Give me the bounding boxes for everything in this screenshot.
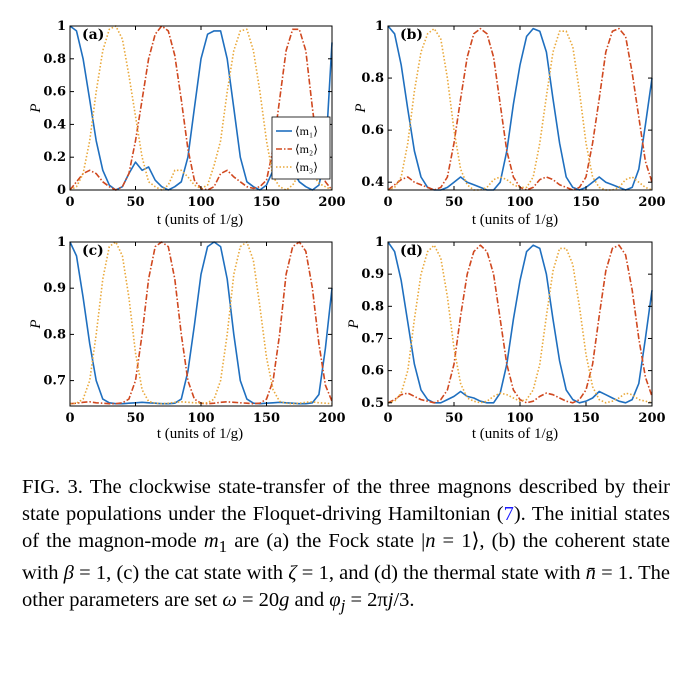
x-tick-label: 200 [638, 195, 665, 210]
y-tick-label: 0.8 [43, 327, 66, 342]
x-tick-label: 150 [253, 411, 280, 426]
y-axis-label: P [346, 319, 362, 329]
series-m2-line [387, 244, 653, 404]
y-axis-label: P [28, 103, 44, 113]
y-tick-label: 0.8 [361, 299, 384, 314]
x-tick-label: 50 [126, 411, 144, 426]
x-tick-label: 100 [187, 195, 214, 210]
y-tick-label: 1 [57, 19, 66, 34]
y-tick-label: 0.7 [43, 374, 66, 389]
series-m1-line [387, 25, 653, 191]
y-tick-label: 1 [375, 19, 384, 34]
panel-label: (b) [400, 27, 423, 43]
y-tick-label: 0.7 [361, 331, 384, 346]
y-tick-label: 0.2 [43, 150, 66, 165]
y-tick-label: 0.8 [43, 52, 66, 67]
equation-ref-link[interactable]: 7 [503, 503, 514, 525]
plot-frame [69, 241, 333, 407]
legend-box [271, 116, 331, 180]
y-tick-label: 1 [375, 235, 384, 250]
series-m2-line [387, 27, 653, 191]
legend-label-m3: ⟨m₃⟩ [295, 160, 318, 174]
figure-caption: FIG. 3. The clockwise state-transfer of … [22, 476, 671, 616]
series-m3-line [387, 244, 653, 404]
y-axis-label: P [28, 319, 44, 329]
y-tick-label: 0.4 [43, 117, 66, 132]
panel-label: (a) [82, 27, 104, 43]
x-tick-label: 100 [187, 411, 214, 426]
x-tick-label: 200 [318, 195, 345, 210]
x-tick-label: 200 [638, 411, 665, 426]
panel-a: 0 50 100 150 200 0 0.2 0.4 0.6 0.8 1 (a) t (units of… [28, 19, 346, 228]
panel-c: 0 50 100 150 200 0.7 0.8 0.9 1 (c) t (units of 1/g… [28, 235, 346, 442]
x-tick-label: 150 [253, 195, 280, 210]
x-tick-label: 50 [445, 411, 463, 426]
y-tick-label: 0.6 [43, 85, 66, 100]
y-axis-label: P [353, 103, 369, 113]
legend-label-m2: ⟨m₂⟩ [295, 142, 318, 156]
panel-d: 0 50 100 150 200 0.5 0.6 0.7 0.8 0.9 1 (d) t (units … [346, 235, 666, 442]
y-tick-label: 0.9 [43, 281, 66, 296]
y-tick-label: 0.8 [361, 71, 384, 86]
panel-label: (c) [82, 243, 104, 259]
series-m2-line [69, 241, 333, 405]
x-axis-label: t (units of 1/g) [472, 426, 558, 442]
plot-frame [387, 25, 653, 191]
panel-label: (d) [400, 243, 423, 259]
y-tick-label: 0.4 [361, 175, 384, 190]
x-tick-label: 100 [506, 195, 533, 210]
panel-b: 0 50 100 150 200 0.4 0.6 0.8 1 (b) t (units of 1/g… [353, 19, 666, 228]
legend: ⟨m₁⟩ ⟨m₂⟩ ⟨m₃⟩ [271, 116, 331, 180]
series-m3-line [387, 27, 653, 191]
series-m1-line [387, 241, 653, 404]
y-tick-label: 0.5 [361, 396, 384, 411]
x-tick-label: 0 [383, 195, 392, 210]
y-tick-label: 0.9 [361, 267, 384, 282]
series-m1-line [69, 241, 333, 405]
y-tick-label: 1 [57, 235, 66, 250]
y-tick-label: 0 [57, 183, 66, 198]
legend-label-m1: ⟨m₁⟩ [295, 124, 318, 138]
x-tick-label: 200 [318, 411, 345, 426]
caption-lead: FIG. 3. [22, 476, 83, 498]
x-tick-label: 100 [506, 411, 533, 426]
y-tick-label: 0.6 [361, 364, 384, 379]
x-tick-label: 0 [65, 195, 74, 210]
x-tick-label: 0 [65, 411, 74, 426]
x-tick-label: 150 [572, 411, 599, 426]
x-tick-label: 150 [572, 195, 599, 210]
x-axis-label: t (units of 1/g) [157, 212, 243, 228]
x-axis-label: t (units of 1/g) [472, 212, 558, 228]
series-m3-line [69, 241, 333, 405]
y-tick-label: 0.6 [361, 123, 384, 138]
x-tick-label: 50 [126, 195, 144, 210]
x-tick-label: 0 [383, 411, 392, 426]
x-axis-label: t (units of 1/g) [157, 426, 243, 442]
plot-frame [387, 241, 653, 407]
x-tick-label: 50 [445, 195, 463, 210]
